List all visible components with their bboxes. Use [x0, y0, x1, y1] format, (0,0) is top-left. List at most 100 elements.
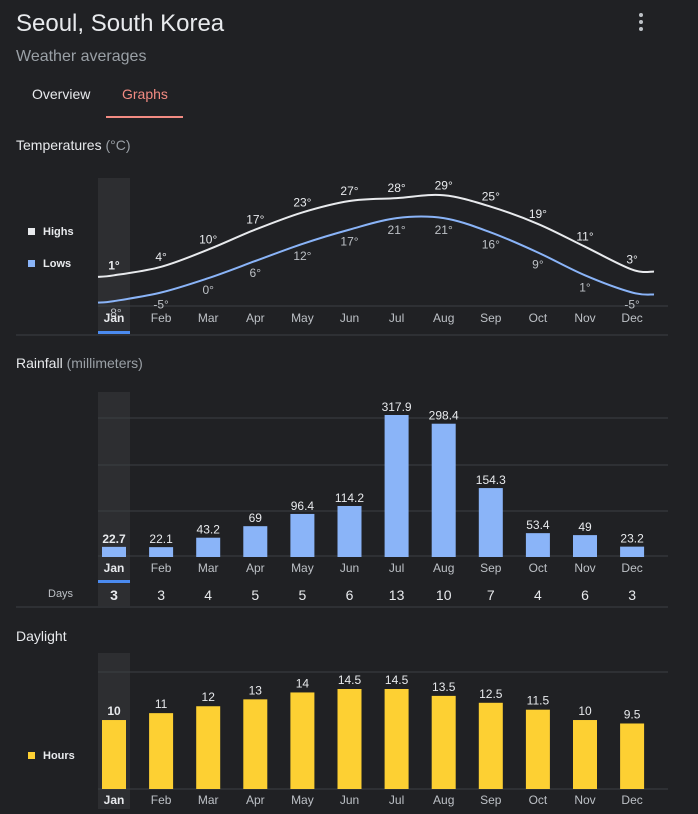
daylight-bar[interactable] — [102, 720, 126, 789]
rainfall-month-tick[interactable]: Aug — [433, 561, 454, 575]
rain-days-value: 6 — [581, 587, 589, 603]
rainfall-month-tick[interactable]: Jul — [389, 561, 404, 575]
daylight-bar[interactable] — [431, 695, 456, 789]
daylight-data-label: 12.5 — [479, 687, 503, 701]
rainfall-month-tick[interactable]: Apr — [246, 561, 265, 575]
rainfall-data-label: 23.2 — [620, 532, 644, 546]
temperature-month-tick[interactable]: Jun — [340, 311, 359, 325]
more-vert-icon[interactable] — [630, 10, 652, 34]
rain-days-value: 5 — [299, 587, 307, 603]
rainfall-month-tick[interactable]: Nov — [574, 561, 595, 575]
rainfall-month-tick[interactable]: Jan — [104, 561, 125, 575]
daylight-month-tick[interactable]: Jun — [340, 793, 359, 807]
temperature-month-tick[interactable]: Sep — [480, 311, 502, 325]
daylight-bar[interactable] — [149, 713, 174, 789]
temperature-month-tick[interactable]: Nov — [574, 311, 595, 325]
lows-data-label: 1° — [579, 280, 591, 294]
rainfall-month-tick[interactable]: Sep — [480, 561, 502, 575]
rainfall-bar[interactable] — [196, 537, 221, 557]
rainfall-bar[interactable] — [384, 415, 409, 557]
daylight-bar[interactable] — [525, 709, 550, 789]
tab-overview[interactable]: Overview — [32, 86, 91, 102]
daylight-month-tick[interactable]: Aug — [433, 793, 454, 807]
rainfall-month-tick[interactable]: Mar — [198, 561, 219, 575]
rainfall-data-label: 22.7 — [102, 532, 126, 546]
rainfall-bar[interactable] — [290, 513, 315, 557]
rainfall-month-tick[interactable]: May — [291, 561, 314, 575]
daylight-bar[interactable] — [478, 702, 503, 789]
daylight-month-tick[interactable]: Oct — [529, 793, 548, 807]
rainfall-bar[interactable] — [149, 547, 174, 557]
rainfall-bar[interactable] — [243, 526, 268, 557]
rain-days-value: 3 — [157, 587, 165, 603]
daylight-bar[interactable] — [573, 720, 597, 789]
page-subtitle: Weather averages — [16, 48, 147, 65]
lows-data-label: 9° — [532, 257, 544, 271]
daylight-month-tick[interactable]: Feb — [151, 793, 172, 807]
daylight-month-tick[interactable]: Jan — [104, 793, 125, 807]
rain-days-value: 3 — [110, 587, 118, 603]
rainfall-month-tick[interactable]: Dec — [621, 561, 642, 575]
lows-legend-label: Lows — [43, 258, 71, 270]
temperature-month-tick[interactable]: Mar — [198, 311, 219, 325]
rain-days-value: 5 — [251, 587, 259, 603]
temperature-title: Temperatures — [16, 137, 102, 153]
highs-data-label: 4° — [155, 250, 167, 264]
daylight-month-tick[interactable]: Nov — [574, 793, 595, 807]
rainfall-bar[interactable] — [620, 546, 645, 557]
rainfall-bar[interactable] — [102, 546, 126, 557]
highs-line — [97, 193, 655, 278]
rainfall-data-label: 43.2 — [197, 523, 221, 537]
rainfall-bar[interactable] — [525, 533, 550, 557]
highs-data-label: 27° — [340, 184, 358, 198]
rainfall-bar[interactable] — [431, 423, 456, 557]
rainfall-data-label: 298.4 — [429, 409, 459, 423]
temperature-month-tick[interactable]: Feb — [151, 311, 172, 325]
lows-legend-swatch — [28, 260, 35, 267]
rainfall-data-label: 96.4 — [291, 499, 315, 513]
lows-line — [97, 215, 655, 304]
rainfall-bar[interactable] — [478, 488, 503, 557]
daylight-month-tick[interactable]: Jul — [389, 793, 404, 807]
daylight-bar[interactable] — [384, 689, 409, 789]
highs-data-label: 17° — [246, 213, 264, 227]
tab-graphs[interactable]: Graphs — [122, 86, 168, 102]
daylight-bar[interactable] — [620, 723, 645, 789]
active-tab-indicator — [106, 116, 183, 118]
rainfall-section-title: Rainfall (millimeters) — [16, 355, 143, 371]
temperature-month-tick[interactable]: Aug — [433, 311, 454, 325]
temperature-month-tick[interactable]: Jul — [389, 311, 404, 325]
temperature-month-tick[interactable]: Apr — [246, 311, 265, 325]
temperature-month-tick[interactable]: Dec — [621, 311, 642, 325]
daylight-month-tick[interactable]: Sep — [480, 793, 502, 807]
daylight-bar[interactable] — [196, 706, 221, 789]
daylight-month-tick[interactable]: Dec — [621, 793, 642, 807]
rainfall-data-label: 154.3 — [476, 473, 506, 487]
daylight-bar[interactable] — [337, 689, 362, 789]
rainfall-month-tick[interactable]: Feb — [151, 561, 172, 575]
rain-days-value: 6 — [346, 587, 354, 603]
rainfall-bar[interactable] — [337, 505, 362, 557]
rainfall-month-tick[interactable]: Jun — [340, 561, 359, 575]
daylight-month-tick[interactable]: May — [291, 793, 314, 807]
rainfall-month-tick[interactable]: Oct — [529, 561, 548, 575]
rainfall-data-label: 69 — [249, 511, 263, 525]
temperature-month-tick[interactable]: Oct — [529, 311, 548, 325]
temperature-month-tick[interactable]: May — [291, 311, 314, 325]
daylight-data-label: 10 — [107, 704, 121, 718]
selected-month-highlight — [98, 392, 130, 606]
lows-data-label: 12° — [293, 249, 311, 263]
daylight-title: Daylight — [16, 628, 67, 644]
rainfall-data-label: 22.1 — [149, 532, 173, 546]
highs-data-label: 3° — [626, 253, 638, 267]
daylight-data-label: 10 — [578, 704, 592, 718]
rainfall-bar[interactable] — [573, 535, 597, 557]
daylight-bar[interactable] — [290, 692, 315, 789]
daylight-month-tick[interactable]: Apr — [246, 793, 265, 807]
temperature-section-title: Temperatures (°C) — [16, 137, 131, 153]
rainfall-data-label: 49 — [578, 520, 592, 534]
daylight-bar[interactable] — [243, 699, 268, 789]
daylight-month-tick[interactable]: Mar — [198, 793, 219, 807]
highs-data-label: 29° — [435, 178, 453, 192]
temperature-month-tick[interactable]: Jan — [104, 311, 125, 325]
